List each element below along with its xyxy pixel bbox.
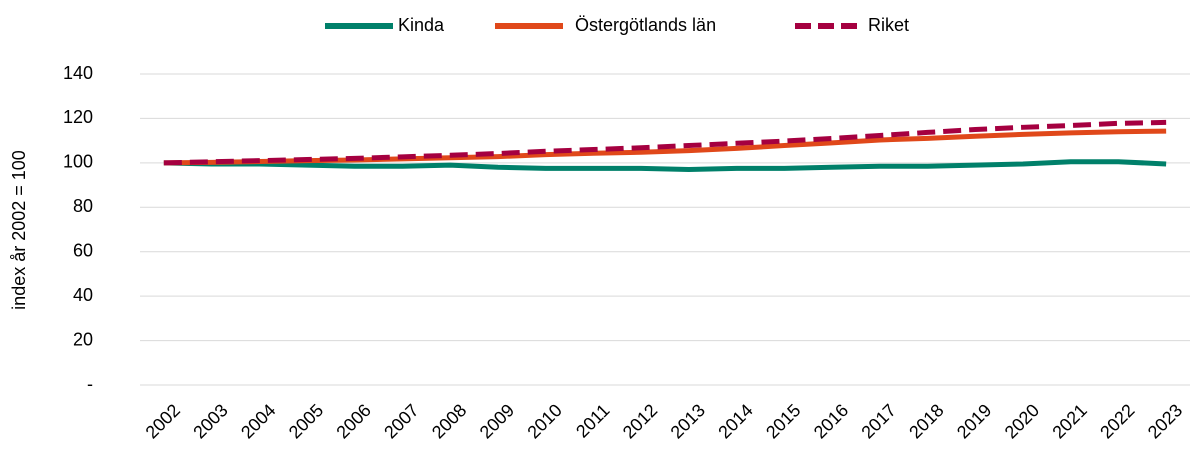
y-tick-label: - [87,374,93,394]
y-tick-label: 20 [73,329,93,349]
y-tick-label: 120 [63,107,93,127]
legend-label: Kinda [398,15,445,35]
x-tick-label: 2017 [858,400,900,442]
y-tick-label: 140 [63,63,93,83]
x-tick-label: 2015 [762,400,804,442]
x-tick-label: 2021 [1048,400,1090,442]
x-tick-label: 2003 [189,400,231,442]
x-tick-label: 2007 [380,400,422,442]
y-tick-label: 80 [73,196,93,216]
x-tick-label: 2011 [572,400,614,442]
series-line [163,159,1167,173]
x-tick-label: 2022 [1096,400,1138,442]
x-tick-label: 2006 [333,400,375,442]
x-tick-label: 2019 [953,400,995,442]
x-tick-label: 2014 [714,400,756,442]
legend-label: Östergötlands län [575,15,716,35]
x-tick-label: 2020 [1001,400,1043,442]
x-tick-label: 2018 [905,400,947,442]
x-tick-label: 2016 [810,400,852,442]
x-tick-label: 2023 [1144,400,1186,442]
y-tick-label: 40 [73,285,93,305]
x-tick-label: 2013 [667,400,709,442]
legend-label: Riket [868,15,909,35]
x-tick-label: 2010 [523,400,565,442]
x-tick-label: 2012 [619,400,661,442]
x-tick-label: 2008 [428,400,470,442]
x-tick-label: 2005 [285,400,327,442]
y-tick-label: 60 [73,240,93,260]
series-line [163,119,1167,166]
y-tick-label: 100 [63,152,93,172]
x-tick-label: 2009 [476,400,518,442]
x-tick-label: 2002 [142,400,184,442]
y-axis-label: index år 2002 = 100 [9,150,29,310]
x-tick-label: 2004 [237,400,279,442]
